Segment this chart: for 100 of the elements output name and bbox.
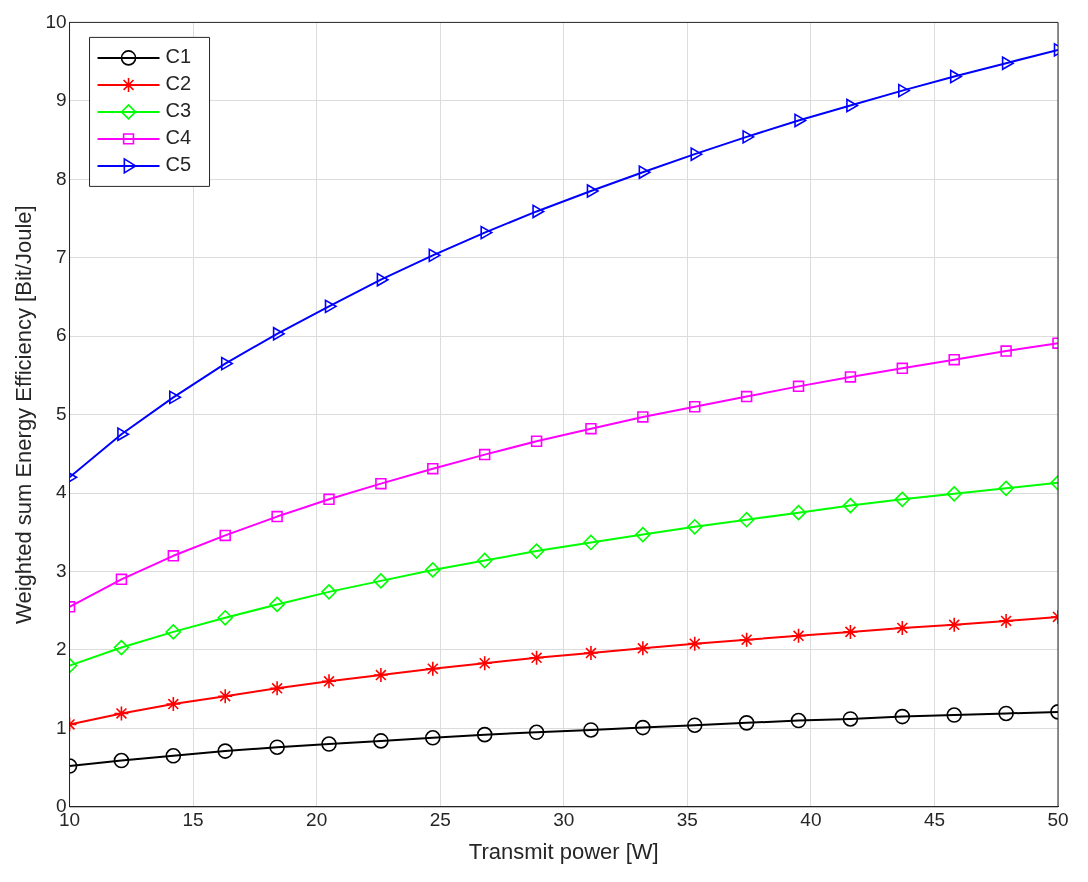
point [790,712,807,729]
point [998,613,1014,629]
point [946,486,963,502]
x-axis-title: Transmit power [W] [468,838,659,864]
point [476,655,493,672]
point [476,726,493,743]
legend-label: C2 [165,72,192,95]
point [894,620,911,636]
point [117,427,130,442]
point [113,639,130,656]
x-tick-label: 50 [1047,809,1069,831]
point [794,113,807,128]
point [635,719,651,736]
point [376,272,389,287]
point [476,552,493,569]
point [425,660,441,677]
legend-label: C1 [165,45,192,68]
point [686,635,703,652]
point [165,748,182,764]
y-tick-label: 1 [55,716,67,738]
point [946,707,963,723]
point [946,617,963,633]
point [427,462,439,475]
point [842,711,859,727]
point [635,640,651,657]
y-tick-label: 3 [55,559,67,581]
point [272,326,285,341]
point [323,493,335,506]
x-tick-label: 30 [553,809,575,831]
point [115,573,128,586]
x-tick-label: 25 [429,809,451,831]
point [948,353,960,366]
point [217,743,234,759]
point [690,147,703,162]
point [480,225,493,240]
point [583,645,599,661]
point [321,673,337,690]
point [169,390,182,405]
point [373,733,389,749]
point [217,688,234,704]
y-tick-label: 5 [55,402,67,424]
point [220,356,234,371]
point [373,667,389,683]
point [686,518,703,535]
point [425,729,441,746]
point [738,511,755,528]
y-tick-label: 10 [45,10,67,32]
x-tick-label: 15 [182,809,204,831]
point [321,736,337,752]
point [528,649,545,666]
point [896,362,909,375]
point [1001,56,1014,71]
point [113,705,130,722]
point [846,98,859,113]
point [530,435,543,448]
x-tick-label: 45 [923,809,946,831]
point [269,739,285,755]
point [428,248,441,263]
point [790,628,807,644]
point [425,562,441,578]
point [790,504,807,521]
point [269,680,285,697]
point [321,584,337,600]
legend-label: C4 [165,126,192,149]
point [165,696,182,712]
point [688,401,701,413]
point [373,573,389,589]
point [165,624,182,640]
point [844,371,857,383]
point [949,69,963,84]
point [532,204,545,219]
legend-label: C5 [165,153,192,176]
point [738,631,755,648]
point [637,411,649,423]
y-tick-label: 4 [55,481,67,503]
point [167,550,180,562]
y-tick-label: 7 [55,245,67,267]
point [528,724,545,741]
point [742,130,755,144]
point [324,299,337,314]
point [271,510,283,523]
point [375,477,387,490]
point [740,390,753,403]
point [894,708,911,725]
point [638,165,651,180]
y-tick-label: 9 [55,89,67,111]
point [478,448,491,461]
point [894,491,911,508]
x-tick-label: 20 [306,809,328,831]
x-tick-label: 35 [676,809,698,831]
point [998,480,1014,497]
y-tick-label: 8 [55,167,67,189]
point [583,534,599,551]
legend-label: C3 [165,99,192,122]
point [219,529,231,542]
point [842,497,859,514]
point [586,184,599,198]
point [583,722,599,738]
point [269,596,285,613]
point [686,717,703,734]
